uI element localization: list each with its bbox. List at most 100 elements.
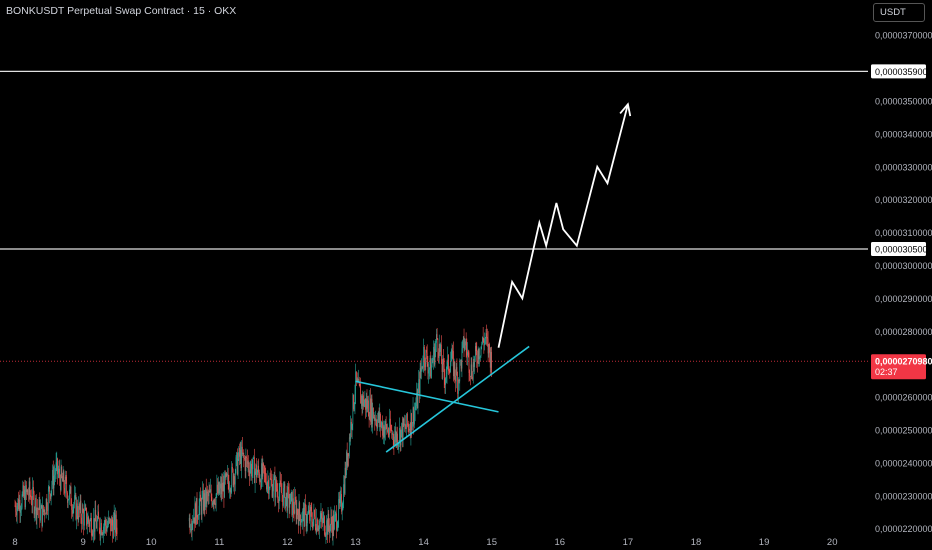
candle	[209, 484, 211, 493]
candle-body	[335, 513, 337, 515]
candle-body	[244, 458, 245, 460]
candle-body	[88, 517, 90, 522]
candle-body	[59, 468, 60, 479]
currency-selector[interactable]: USDT	[873, 3, 925, 22]
candle	[491, 346, 492, 377]
candle-body	[454, 361, 456, 376]
candle	[220, 476, 222, 501]
candle-body	[299, 502, 301, 515]
candle-body	[292, 498, 294, 511]
candle	[249, 462, 250, 486]
candle-body	[467, 351, 469, 353]
candle-body	[203, 490, 204, 511]
candle-body	[234, 476, 235, 485]
candle-body	[413, 407, 415, 425]
candle	[81, 502, 83, 530]
candle-body	[297, 509, 298, 515]
candle-body	[334, 515, 335, 530]
y-tick-label: 0,0000310000	[875, 228, 932, 238]
candle-body	[472, 362, 474, 380]
candle	[267, 470, 269, 494]
candle-body	[35, 497, 37, 519]
candle-body	[403, 418, 405, 426]
candle	[32, 477, 34, 514]
candle-body	[79, 500, 81, 510]
candle-body	[255, 464, 257, 472]
candle	[18, 491, 19, 511]
candle	[60, 459, 62, 492]
candle-body	[455, 375, 456, 382]
candle-body	[330, 516, 332, 525]
candle-body	[328, 513, 330, 526]
candle-body	[397, 443, 399, 447]
candle	[380, 412, 381, 438]
candle	[88, 515, 90, 527]
candle-body	[300, 522, 302, 526]
candle-body	[451, 350, 453, 359]
candle	[52, 464, 53, 490]
candle	[300, 512, 302, 527]
candle-body	[421, 366, 423, 368]
candle-body	[304, 503, 306, 527]
candle	[331, 516, 333, 541]
candle	[246, 455, 247, 467]
candle	[69, 484, 70, 505]
candle-body	[110, 518, 111, 532]
candle-body	[307, 513, 309, 514]
candle-body	[376, 424, 378, 429]
candle	[358, 369, 359, 383]
candle	[268, 475, 269, 500]
candle	[219, 481, 221, 496]
price-axis[interactable]: 0,0000370000 0,0000350000 0,0000340000 0,00…	[875, 31, 932, 535]
y-tick-label: 0,0000330000	[875, 162, 932, 172]
candle	[295, 489, 296, 505]
candle	[331, 509, 332, 533]
candle	[71, 498, 73, 519]
candle-body	[222, 482, 223, 492]
candle-body	[204, 493, 206, 507]
candle	[191, 518, 192, 538]
candle-body	[359, 384, 361, 388]
candle	[325, 532, 327, 544]
candle-body	[91, 535, 93, 537]
candle	[376, 419, 378, 436]
time-axis[interactable]: 8 9 10 11 12 13 14 15 16 17 18 19 20	[12, 537, 837, 548]
candle	[360, 394, 362, 409]
candle-body	[207, 491, 208, 493]
candle-body	[436, 334, 437, 343]
candle	[67, 490, 68, 508]
candle	[402, 417, 404, 448]
candle	[256, 469, 258, 478]
candle	[271, 470, 272, 487]
candle	[245, 448, 247, 479]
candle-body	[375, 418, 376, 422]
candle-body	[257, 465, 259, 473]
candle-body	[279, 480, 281, 492]
candle-body	[421, 366, 422, 372]
candle-body	[461, 348, 463, 369]
candle	[92, 530, 94, 541]
candle	[198, 513, 199, 520]
candle	[317, 525, 319, 532]
candle	[33, 480, 34, 500]
candle	[329, 523, 331, 538]
candle-body	[295, 502, 297, 519]
candle-body	[106, 525, 108, 532]
candle	[188, 514, 190, 528]
candle-body	[346, 451, 348, 466]
candle-body	[363, 402, 365, 407]
candle	[367, 395, 369, 413]
candle-body	[81, 517, 82, 524]
candle-body	[21, 507, 22, 511]
candle	[101, 531, 103, 539]
candle	[323, 511, 325, 524]
candle-body	[218, 482, 220, 494]
candle	[433, 343, 435, 367]
candle	[210, 478, 211, 494]
candle	[484, 332, 485, 351]
candle	[369, 390, 371, 421]
candle	[40, 503, 42, 509]
candle	[474, 355, 475, 375]
candle	[436, 328, 438, 340]
